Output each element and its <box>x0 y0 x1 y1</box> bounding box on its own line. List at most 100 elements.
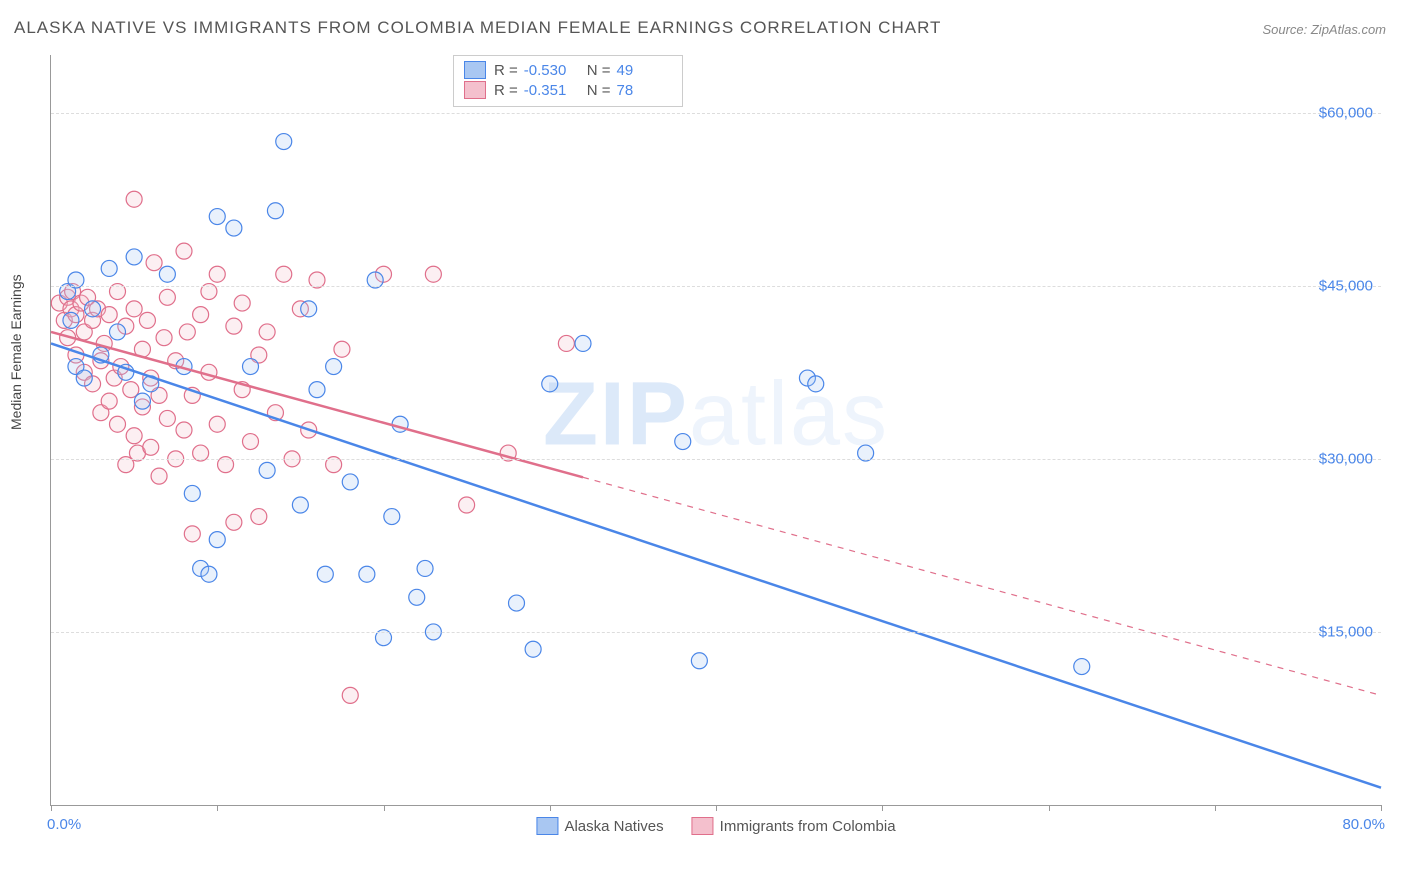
data-point <box>575 335 591 351</box>
data-point <box>691 653 707 669</box>
plot-area: ZIPatlas R =-0.530N =49R =-0.351N =78 Al… <box>50 55 1381 806</box>
data-point <box>226 220 242 236</box>
data-point <box>251 509 267 525</box>
legend-swatch <box>536 817 558 835</box>
data-point <box>126 249 142 265</box>
r-value: -0.351 <box>524 82 579 99</box>
data-point <box>243 359 259 375</box>
x-tick <box>1381 805 1382 811</box>
data-point <box>110 416 126 432</box>
data-point <box>156 330 172 346</box>
x-min-label: 0.0% <box>47 816 81 833</box>
data-point <box>110 324 126 340</box>
data-point <box>259 324 275 340</box>
chart-svg <box>51 55 1381 805</box>
data-point <box>425 266 441 282</box>
legend-stats-box: R = -0.530 N = 49 R = -0.351 N = 78 <box>453 55 683 107</box>
data-point <box>276 266 292 282</box>
y-tick-label: $45,000 <box>1319 277 1373 294</box>
x-tick <box>1215 805 1216 811</box>
data-point <box>209 416 225 432</box>
data-point <box>159 289 175 305</box>
r-label: R = <box>494 82 518 99</box>
data-point <box>808 376 824 392</box>
data-point <box>209 532 225 548</box>
data-point <box>342 687 358 703</box>
data-point <box>139 312 155 328</box>
data-point <box>184 526 200 542</box>
data-point <box>101 260 117 276</box>
data-point <box>334 341 350 357</box>
y-tick-label: $30,000 <box>1319 450 1373 467</box>
data-point <box>417 560 433 576</box>
data-point <box>76 370 92 386</box>
data-point <box>101 307 117 323</box>
data-point <box>259 462 275 478</box>
data-point <box>146 255 162 271</box>
data-point <box>675 434 691 450</box>
data-point <box>134 393 150 409</box>
data-point <box>101 393 117 409</box>
data-point <box>409 589 425 605</box>
chart-title: ALASKA NATIVE VS IMMIGRANTS FROM COLOMBI… <box>14 18 941 38</box>
data-point <box>159 410 175 426</box>
data-point <box>542 376 558 392</box>
data-point <box>201 566 217 582</box>
n-value: 49 <box>617 62 672 79</box>
data-point <box>184 485 200 501</box>
legend-series-label: Immigrants from Colombia <box>720 818 896 835</box>
x-max-label: 80.0% <box>1342 816 1385 833</box>
gridline <box>51 459 1381 460</box>
x-tick <box>716 805 717 811</box>
x-tick <box>1049 805 1050 811</box>
data-point <box>226 318 242 334</box>
data-point <box>85 301 101 317</box>
data-point <box>301 301 317 317</box>
data-point <box>143 439 159 455</box>
legend-stat-row: R = -0.351 N = 78 <box>464 80 672 100</box>
n-label: N = <box>587 62 611 79</box>
data-point <box>1074 659 1090 675</box>
data-point <box>359 566 375 582</box>
data-point <box>126 301 142 317</box>
n-value: 78 <box>617 82 672 99</box>
y-axis-label: Median Female Earnings <box>8 274 24 430</box>
data-point <box>176 243 192 259</box>
data-point <box>292 497 308 513</box>
legend-stat-row: R = -0.530 N = 49 <box>464 60 672 80</box>
legend-series-item: Immigrants from Colombia <box>692 817 896 835</box>
x-tick <box>384 805 385 811</box>
n-label: N = <box>587 82 611 99</box>
data-point <box>151 468 167 484</box>
r-value: -0.530 <box>524 62 579 79</box>
data-point <box>176 422 192 438</box>
y-tick-label: $60,000 <box>1319 104 1373 121</box>
data-point <box>326 359 342 375</box>
gridline <box>51 113 1381 114</box>
legend-swatch <box>464 81 486 99</box>
x-tick <box>217 805 218 811</box>
data-point <box>342 474 358 490</box>
legend-series-item: Alaska Natives <box>536 817 663 835</box>
r-label: R = <box>494 62 518 79</box>
legend-swatch <box>464 61 486 79</box>
data-point <box>509 595 525 611</box>
regression-line <box>51 343 1381 787</box>
data-point <box>179 324 195 340</box>
data-point <box>209 209 225 225</box>
gridline <box>51 286 1381 287</box>
data-point <box>267 203 283 219</box>
data-point <box>243 434 259 450</box>
data-point <box>126 191 142 207</box>
gridline <box>51 632 1381 633</box>
legend-swatch <box>692 817 714 835</box>
x-tick <box>550 805 551 811</box>
data-point <box>226 514 242 530</box>
data-point <box>317 566 333 582</box>
data-point <box>525 641 541 657</box>
data-point <box>159 266 175 282</box>
source-attribution: Source: ZipAtlas.com <box>1262 22 1386 37</box>
data-point <box>276 134 292 150</box>
x-tick <box>51 805 52 811</box>
data-point <box>234 295 250 311</box>
